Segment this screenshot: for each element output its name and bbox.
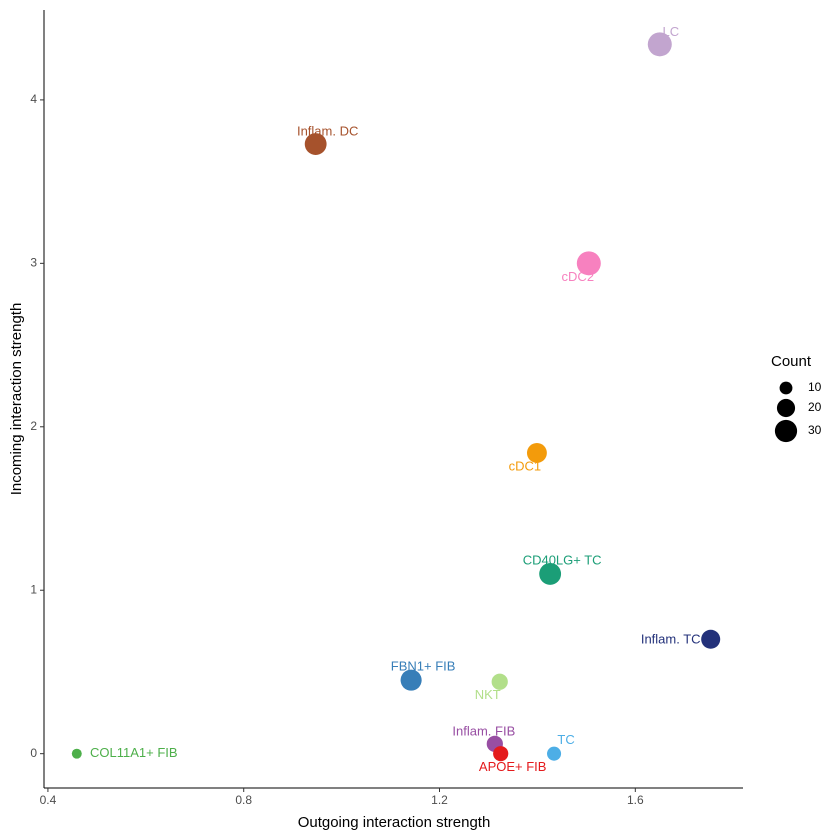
point-label: TC [557,732,574,747]
bubble [701,629,721,649]
point-label: LC [662,24,679,39]
legend-bubble [779,381,793,395]
point-label: CD40LG+ TC [523,552,602,567]
bubble [71,748,82,759]
y-tick-label: 4 [30,92,37,106]
y-axis-title: Incoming interaction strength [8,303,25,496]
x-tick-label: 1.6 [627,793,644,807]
legend-bubble [776,398,796,418]
point-label: Inflam. DC [297,123,358,138]
point-label: cDC2 [562,269,595,284]
point-label: APOE+ FIB [479,759,547,774]
bubble [526,442,547,463]
bubble [493,746,509,762]
bubble [491,673,508,690]
legend-label: 30 [808,423,822,437]
bubble [539,562,562,585]
y-tick-label: 0 [30,746,37,760]
point-label: NKT [475,687,501,702]
point-label: Inflam. FIB [452,723,515,738]
legend-label: 10 [808,380,822,394]
bubble [576,251,601,276]
bubble [304,133,327,155]
bubble [400,669,422,691]
bubble [647,32,672,57]
x-tick-label: 0.4 [40,793,57,807]
y-tick-label: 1 [30,582,37,596]
y-tick-label: 3 [30,256,37,270]
point-label: FBN1+ FIB [391,659,456,674]
legend-label: 20 [808,400,822,414]
x-tick-label: 1.2 [431,793,448,807]
point-label: cDC1 [509,458,542,473]
x-axis-title: Outgoing interaction strength [298,814,491,831]
legend-bubble [774,419,798,443]
y-tick-label: 2 [30,419,37,433]
bubble [547,746,562,761]
point-label: Inflam. TC [641,632,701,647]
x-tick-label: 0.8 [235,793,252,807]
legend-title: Count [771,353,812,370]
point-label: COL11A1+ FIB [90,745,178,760]
